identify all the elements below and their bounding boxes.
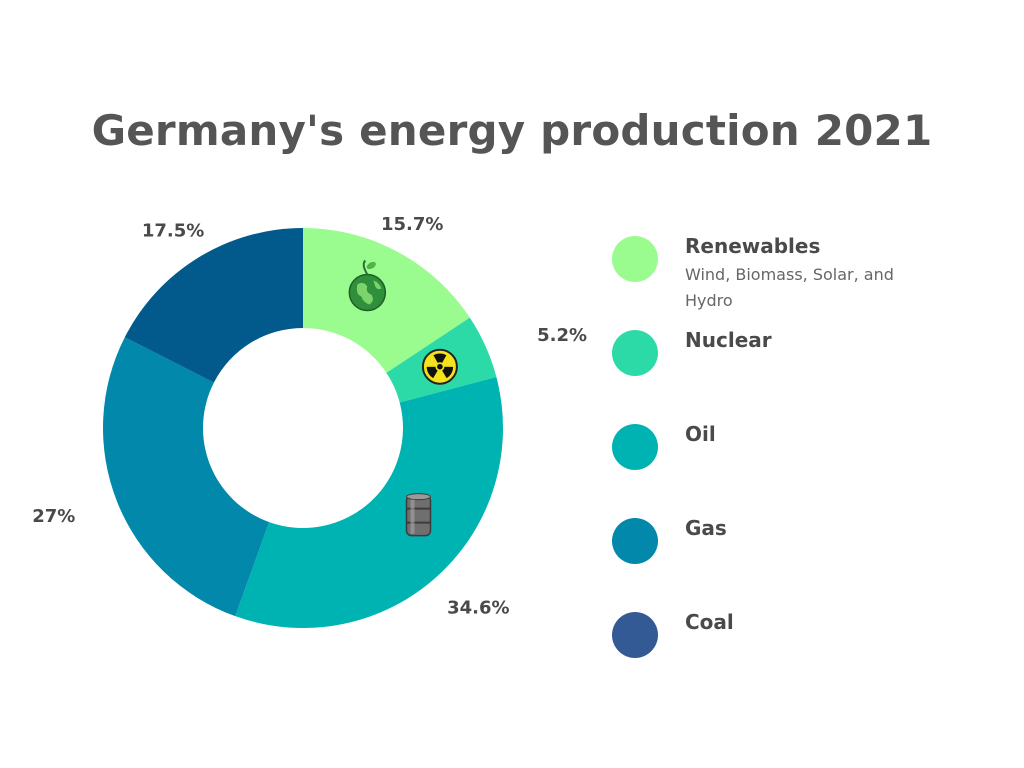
legend-description-renewables: Wind, Biomass, Solar, and Hydro — [685, 265, 894, 310]
legend-swatch-renewables — [612, 236, 658, 282]
legend-label-coal: Coal — [685, 610, 734, 634]
legend-label-gas: Gas — [685, 516, 727, 540]
legend-swatch-nuclear — [612, 330, 658, 376]
radiation-icon — [421, 348, 458, 385]
value-label-oil: 34.6% — [447, 598, 509, 619]
earth-icon — [348, 259, 387, 312]
value-label-renewables: 15.7% — [381, 214, 443, 235]
slice-gas — [102, 337, 270, 617]
slice-renewables — [303, 228, 470, 373]
legend-label-oil: Oil — [685, 422, 716, 446]
slice-coal — [124, 228, 303, 383]
legend-swatch-oil — [612, 424, 658, 470]
legend-swatch-gas — [612, 518, 658, 564]
slice-oil — [235, 377, 503, 628]
value-label-gas: 27% — [32, 506, 75, 527]
value-label-coal: 17.5% — [142, 220, 204, 241]
legend-label-nuclear: Nuclear — [685, 328, 772, 352]
chart-title: Germany's energy production 2021 — [91, 106, 933, 155]
oil-barrel-icon — [405, 493, 432, 537]
legend-label-renewables: Renewables — [685, 234, 821, 258]
value-label-nuclear: 5.2% — [537, 325, 587, 346]
legend-swatch-coal — [612, 612, 658, 658]
